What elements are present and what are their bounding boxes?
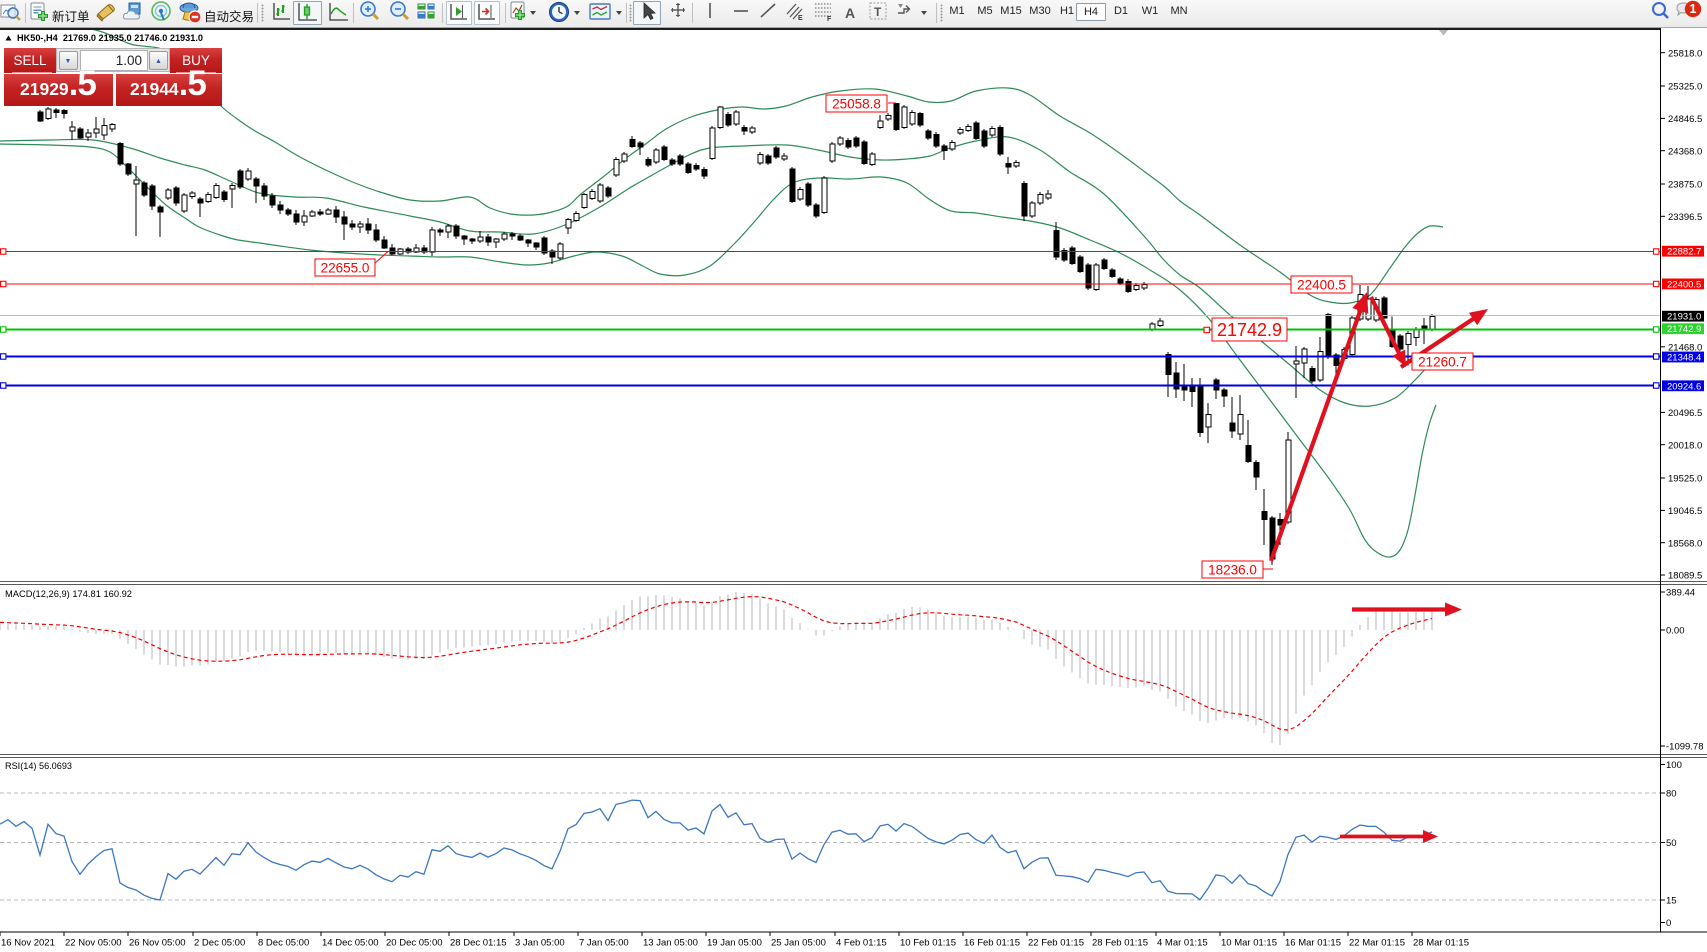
svg-text:22400.5: 22400.5 (1667, 279, 1701, 290)
svg-text:10 Feb 01:15: 10 Feb 01:15 (900, 938, 956, 948)
svg-text:25325.0: 25325.0 (1668, 82, 1702, 93)
svg-text:7 Jan 05:00: 7 Jan 05:00 (579, 938, 629, 948)
svg-text:21742.9: 21742.9 (1667, 324, 1701, 335)
svg-text:15: 15 (1666, 896, 1677, 907)
svg-text:21931.0: 21931.0 (1667, 312, 1701, 323)
svg-text:28 Mar 01:15: 28 Mar 01:15 (1413, 938, 1469, 948)
svg-text:21348.4: 21348.4 (1667, 353, 1701, 364)
svg-text:18568.0: 18568.0 (1668, 538, 1702, 549)
svg-text:4 Feb 01:15: 4 Feb 01:15 (836, 938, 887, 948)
svg-text:0.00: 0.00 (1666, 626, 1685, 637)
svg-text:19525.0: 19525.0 (1668, 474, 1702, 485)
svg-text:25 Jan 05:00: 25 Jan 05:00 (771, 938, 826, 948)
svg-text:80: 80 (1666, 789, 1677, 800)
svg-text:22 Feb 01:15: 22 Feb 01:15 (1028, 938, 1084, 948)
svg-text:1: 1 (1690, 2, 1697, 16)
svg-text:E: E (798, 15, 803, 22)
svg-text:21260.7: 21260.7 (1418, 354, 1467, 369)
svg-text:2 Dec 05:00: 2 Dec 05:00 (194, 938, 245, 948)
svg-text:19 Jan 05:00: 19 Jan 05:00 (707, 938, 762, 948)
svg-text:22882.7: 22882.7 (1667, 247, 1701, 258)
svg-text:RSI(14) 56.0693: RSI(14) 56.0693 (5, 761, 72, 772)
svg-text:-1099.78: -1099.78 (1666, 742, 1704, 753)
svg-text:25818.0: 25818.0 (1668, 48, 1702, 59)
svg-text:22400.5: 22400.5 (1297, 277, 1346, 292)
svg-text:26 Nov 05:00: 26 Nov 05:00 (129, 938, 186, 948)
svg-text:10 Mar 01:15: 10 Mar 01:15 (1221, 938, 1277, 948)
svg-text:21468.0: 21468.0 (1668, 343, 1702, 354)
svg-text:22 Nov 05:00: 22 Nov 05:00 (65, 938, 122, 948)
svg-text:14 Dec 05:00: 14 Dec 05:00 (322, 938, 379, 948)
svg-text:20924.6: 20924.6 (1667, 381, 1701, 392)
svg-text:389.44: 389.44 (1666, 588, 1695, 599)
svg-text:8 Dec 05:00: 8 Dec 05:00 (258, 938, 309, 948)
svg-text:4 Mar 01:15: 4 Mar 01:15 (1157, 938, 1208, 948)
svg-text:18236.0: 18236.0 (1208, 562, 1257, 577)
svg-text:18089.5: 18089.5 (1668, 571, 1702, 582)
svg-text:16 Mar 01:15: 16 Mar 01:15 (1285, 938, 1341, 948)
svg-text:16 Nov 2021: 16 Nov 2021 (1, 938, 55, 948)
svg-text:23396.5: 23396.5 (1668, 212, 1702, 223)
svg-text:20496.5: 20496.5 (1668, 408, 1702, 419)
svg-text:23875.0: 23875.0 (1668, 180, 1702, 191)
svg-text:16 Feb 01:15: 16 Feb 01:15 (964, 938, 1020, 948)
svg-text:20 Dec 05:00: 20 Dec 05:00 (386, 938, 443, 948)
svg-text:50: 50 (1666, 838, 1677, 849)
svg-text:100: 100 (1666, 760, 1682, 771)
svg-text:MACD(12,26,9) 174.81 160.92: MACD(12,26,9) 174.81 160.92 (5, 589, 132, 600)
svg-text:T: T (874, 5, 882, 19)
svg-text:22 Mar 01:15: 22 Mar 01:15 (1349, 938, 1405, 948)
svg-text:3 Jan 05:00: 3 Jan 05:00 (515, 938, 565, 948)
svg-text:19046.5: 19046.5 (1668, 506, 1702, 517)
svg-text:28 Dec 01:15: 28 Dec 01:15 (450, 938, 507, 948)
svg-text:13 Jan 05:00: 13 Jan 05:00 (643, 938, 698, 948)
svg-text:25058.8: 25058.8 (832, 96, 881, 111)
svg-text:24368.0: 24368.0 (1668, 146, 1702, 157)
svg-text:F: F (827, 16, 832, 23)
svg-text:0: 0 (1666, 918, 1671, 929)
svg-text:28 Feb 01:15: 28 Feb 01:15 (1092, 938, 1148, 948)
svg-text:21742.9: 21742.9 (1217, 320, 1282, 340)
svg-text:24846.5: 24846.5 (1668, 114, 1702, 125)
svg-text:20018.0: 20018.0 (1668, 440, 1702, 451)
svg-text:22655.0: 22655.0 (321, 260, 370, 275)
svg-text:HK50-,H4 21769.0 21935.0 2174: HK50-,H4 21769.0 21935.0 21746.0 21931.0 (17, 33, 203, 44)
